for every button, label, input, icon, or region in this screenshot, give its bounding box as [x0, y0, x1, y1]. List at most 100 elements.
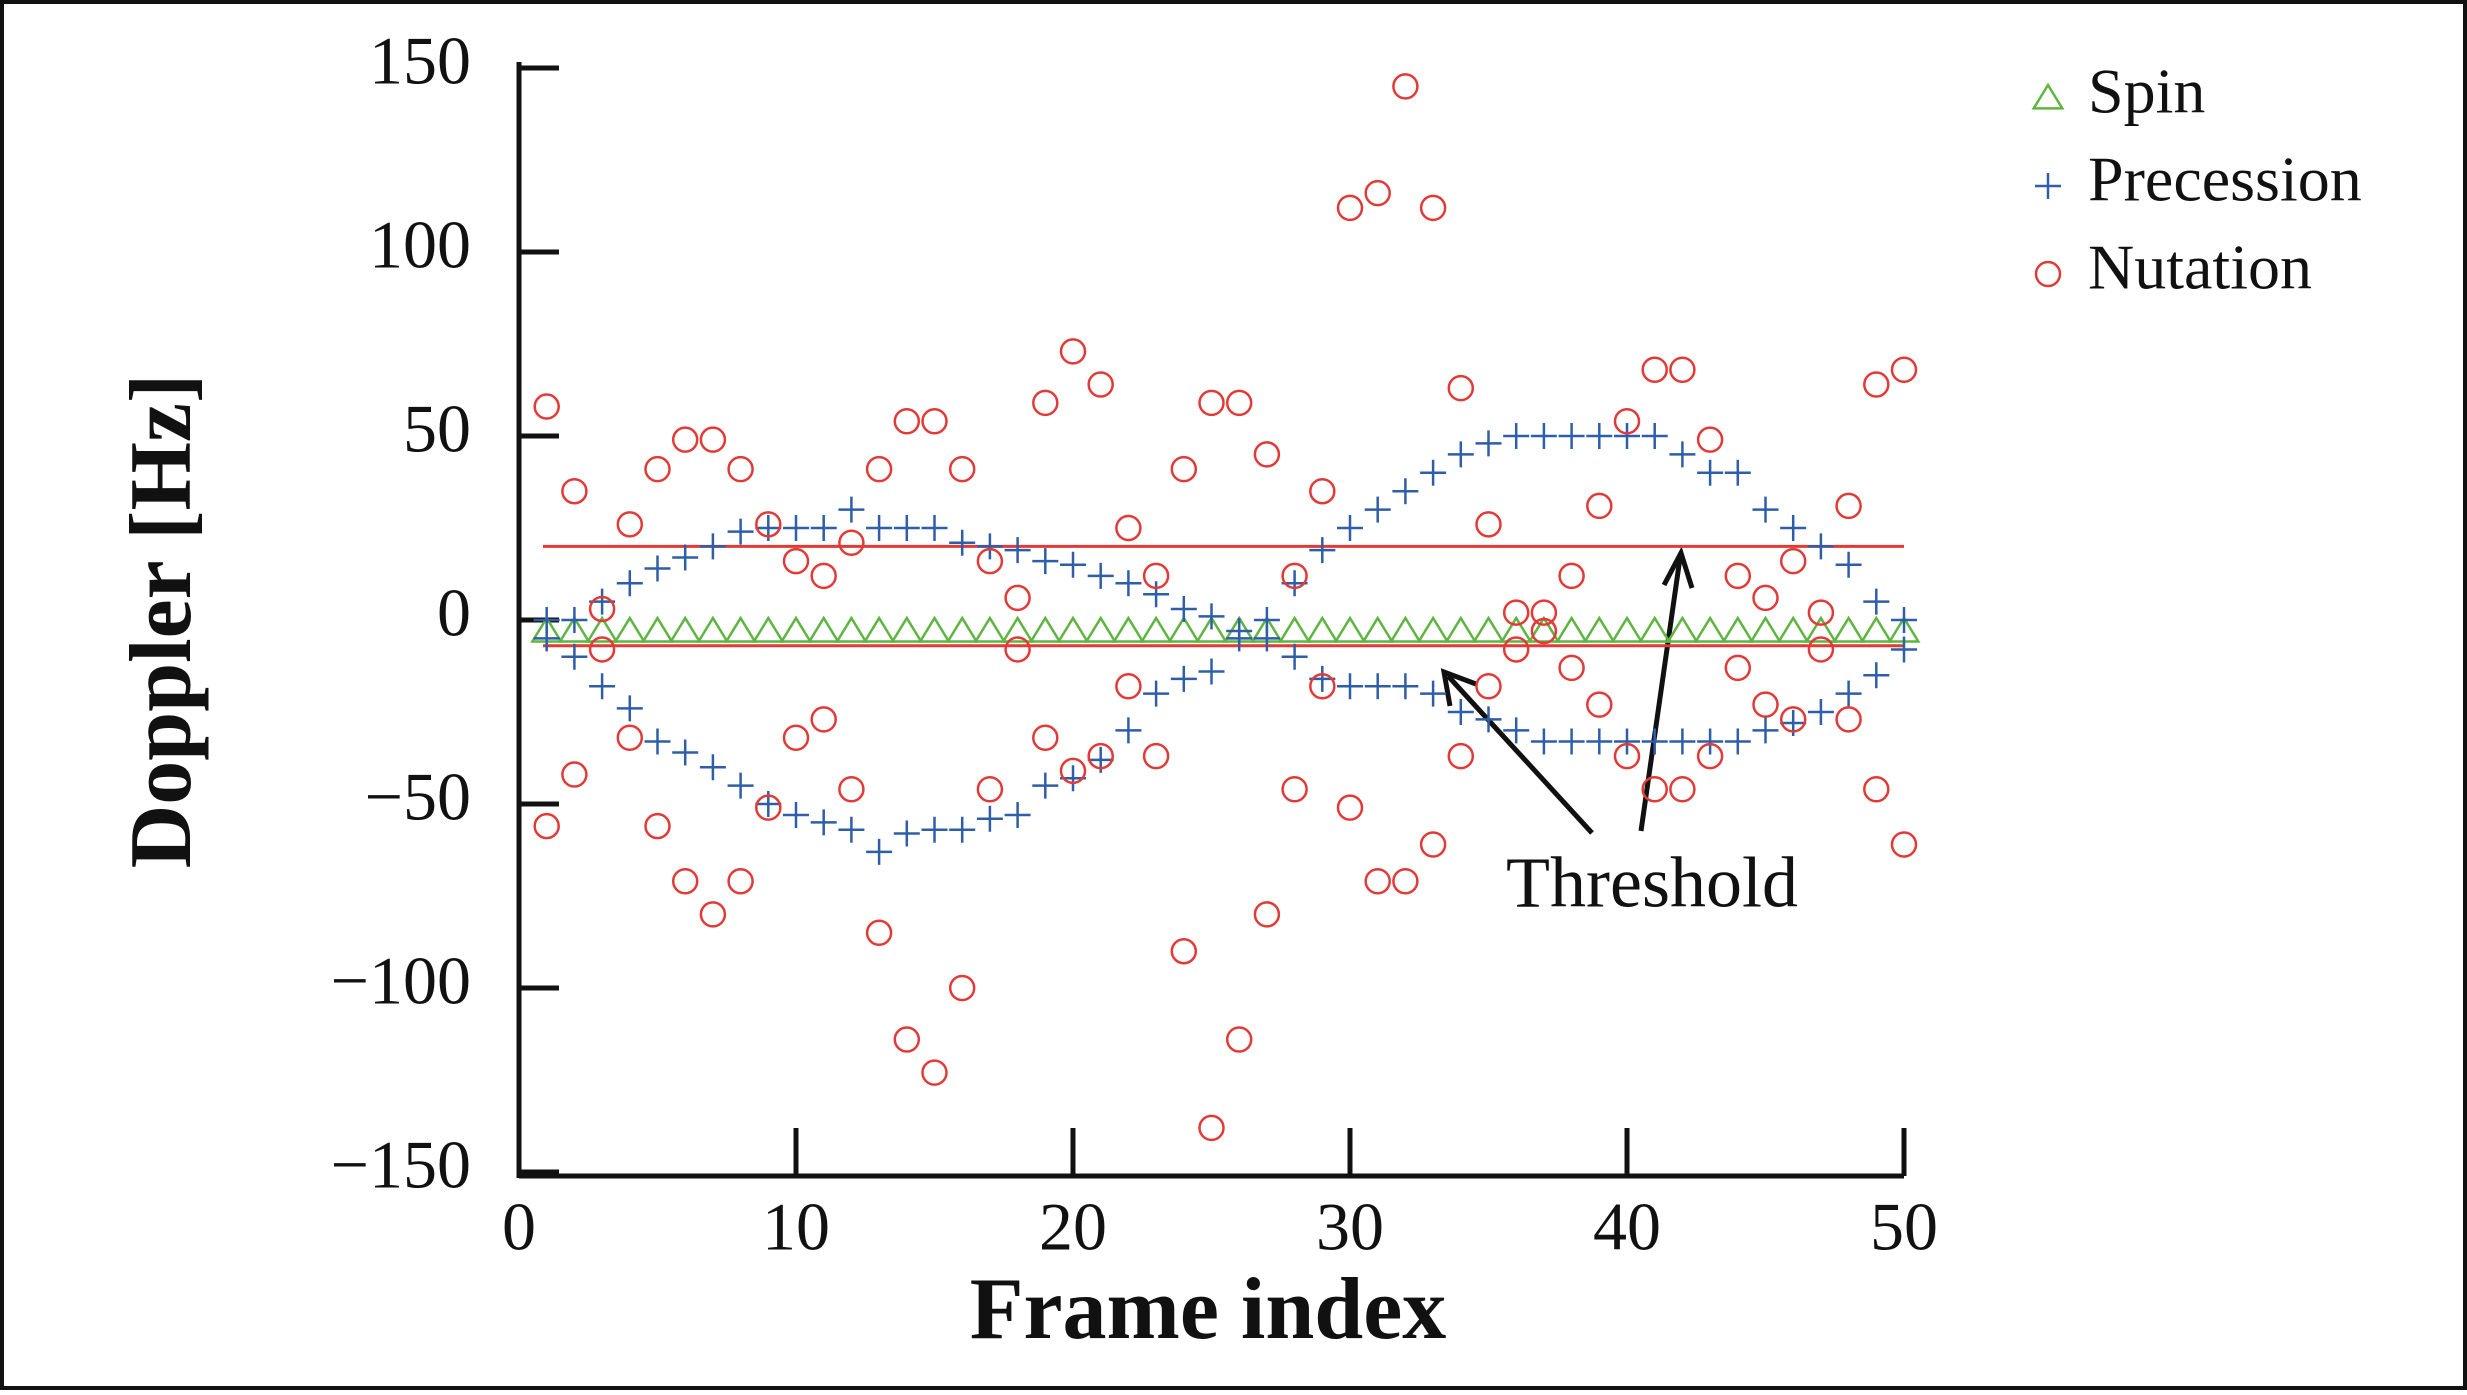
precession-marker	[672, 544, 699, 571]
precession-marker	[644, 728, 671, 755]
legend-label: Nutation	[2088, 232, 2312, 303]
nutation-marker	[1225, 389, 1253, 417]
nutation-marker	[1807, 636, 1835, 663]
legend-label: Precession	[2088, 144, 2362, 215]
nutation-marker	[948, 974, 976, 1002]
precession-marker	[1891, 607, 1917, 633]
precession-marker	[644, 555, 671, 582]
nutation-marker	[1724, 562, 1752, 590]
nutation-marker	[755, 511, 782, 538]
spin-marker	[1527, 615, 1561, 643]
spin-marker	[585, 615, 619, 643]
nutation-marker	[865, 455, 893, 483]
precession-marker	[1115, 717, 1142, 744]
nutation-marker	[727, 868, 754, 895]
nutation-marker	[1835, 492, 1862, 520]
nutation-marker	[1419, 194, 1447, 222]
spin-marker	[1721, 615, 1755, 643]
precession-marker	[1032, 548, 1059, 575]
nutation-marker	[1530, 599, 1558, 626]
nutation-marker	[1641, 776, 1668, 803]
nutation-marker	[616, 511, 644, 538]
precession-marker	[616, 695, 643, 722]
precession-marker	[1447, 441, 1474, 468]
nutation-marker	[1115, 672, 1142, 700]
precession-marker	[1558, 728, 1585, 755]
nutation-marker	[1364, 868, 1391, 895]
precession-marker	[921, 515, 948, 541]
nutation-marker	[1447, 374, 1475, 402]
precession-marker	[1752, 496, 1779, 523]
spin-marker	[1610, 615, 1644, 643]
nutation-marker	[1392, 73, 1419, 100]
precession-marker	[561, 607, 588, 633]
nutation-marker	[782, 724, 810, 752]
x-tick-label: 20	[1039, 1189, 1107, 1265]
nutation-marker	[1502, 599, 1530, 626]
series-1	[533, 423, 1917, 865]
precession-marker	[1004, 802, 1031, 829]
precession-marker	[1891, 636, 1917, 663]
spin-marker	[1001, 615, 1035, 643]
spin-marker	[1444, 615, 1478, 643]
nutation-marker	[1364, 179, 1391, 207]
nutation-marker	[1696, 426, 1724, 453]
spin-marker	[862, 615, 896, 643]
spin-marker	[1028, 615, 1062, 643]
nutation-marker	[1613, 408, 1641, 435]
spin-marker	[1111, 615, 1145, 643]
nutation-marker	[755, 794, 782, 821]
nutation-marker	[1087, 371, 1114, 398]
precession-marker	[1198, 603, 1225, 630]
spin-marker	[917, 615, 952, 643]
nutation-marker	[588, 595, 616, 623]
nutation-marker	[1336, 194, 1364, 222]
precession-marker	[1032, 772, 1059, 799]
precession-marker	[893, 515, 920, 541]
spin-marker	[1665, 615, 1699, 643]
precession-marker	[1364, 496, 1391, 523]
precession-marker	[1835, 680, 1862, 707]
x-axis-title: Frame index	[970, 1261, 1447, 1358]
spin-marker	[1582, 615, 1616, 643]
precession-marker	[1558, 423, 1585, 449]
nutation-marker	[1807, 599, 1835, 626]
nutation-marker	[1309, 477, 1336, 505]
nutation-marker	[976, 547, 1004, 575]
nutation-marker	[644, 455, 671, 483]
precession-marker	[810, 809, 837, 836]
spin-marker	[1416, 615, 1450, 643]
precession-marker	[1807, 533, 1834, 560]
precession-marker	[1697, 459, 1724, 486]
precession-marker	[1807, 699, 1834, 725]
precession-marker	[1143, 680, 1170, 707]
spin-marker	[1693, 615, 1727, 643]
nutation-marker	[1669, 776, 1696, 803]
spin-marker	[945, 615, 979, 643]
nutation-marker	[699, 426, 727, 453]
spin-marker	[890, 615, 924, 643]
nutation-marker	[1309, 672, 1336, 700]
nutation-marker	[616, 724, 644, 752]
nutation-marker	[1669, 356, 1696, 384]
x-tick-label: 0	[502, 1189, 536, 1265]
nutation-marker	[1281, 562, 1308, 590]
precession-marker	[727, 518, 754, 545]
precession-marker	[1475, 430, 1502, 457]
precession-marker	[866, 515, 893, 541]
spin-marker	[1804, 615, 1838, 643]
precession-marker	[949, 816, 976, 843]
nutation-marker	[1558, 562, 1585, 590]
nutation-marker	[644, 812, 671, 840]
nutation-marker	[1059, 757, 1087, 785]
spin-marker	[668, 615, 702, 643]
precession-marker	[1586, 728, 1613, 755]
spin-marker	[1832, 615, 1866, 643]
precession-marker	[1863, 662, 1890, 689]
legend-marker	[2031, 82, 2065, 110]
precession-marker	[1669, 441, 1696, 468]
precession-marker	[616, 570, 643, 597]
precession-marker	[1530, 423, 1557, 449]
